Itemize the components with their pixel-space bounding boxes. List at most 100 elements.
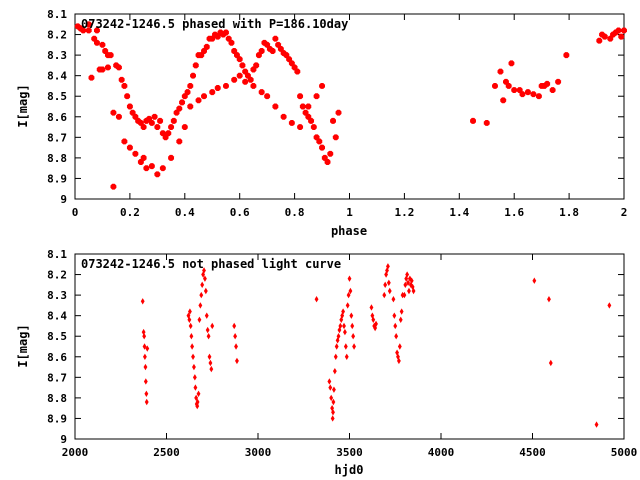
data-point [371, 316, 376, 323]
data-point [405, 271, 410, 278]
data-point [140, 154, 147, 161]
data-point [398, 316, 403, 323]
y-tick-label: 8.1 [47, 248, 67, 261]
x-tick-label: 4000 [428, 446, 455, 459]
data-point [247, 76, 254, 83]
data-point [242, 78, 249, 85]
data-point [524, 89, 531, 96]
x-tick-label: 1 [346, 206, 353, 219]
data-point [204, 312, 209, 319]
x-tick-label: 0.4 [175, 206, 195, 219]
data-point [144, 398, 149, 406]
data-point [601, 33, 608, 40]
y-axis-label: I[mag] [16, 324, 30, 367]
data-point [140, 124, 147, 131]
data-point [192, 374, 197, 381]
y-tick-label: 8.8 [47, 392, 67, 405]
data-point [202, 267, 206, 274]
data-point [181, 124, 188, 131]
data-point [168, 124, 175, 131]
data-point [497, 68, 504, 75]
data-point [383, 281, 388, 289]
data-point [94, 27, 100, 34]
data-point [340, 312, 345, 319]
data-point [483, 119, 490, 126]
data-point [269, 48, 276, 54]
data-point [121, 82, 128, 89]
data-point [148, 119, 155, 126]
data-point [470, 117, 476, 124]
y-axis-label: I[mag] [16, 84, 30, 127]
x-axis-label: phase [331, 224, 367, 238]
phased-light-curve-chart: 0 0.2 0.4 0.6 0.8 1 1.2 1.4 1.6 1.8 2 8.1 8.2 8.3 8.4 8… [16, 8, 627, 238]
data-point [223, 82, 229, 89]
y-tick-label: 8.4 [47, 310, 67, 323]
x-tick-label: 2000 [62, 446, 89, 459]
data-point [107, 52, 114, 59]
data-point [115, 113, 122, 120]
x-tick-label: 0.8 [285, 206, 305, 219]
data-point [272, 103, 279, 110]
data-point [197, 316, 202, 323]
data-point [194, 394, 199, 402]
data-point [264, 93, 271, 100]
x-tick-label: 1.8 [559, 206, 579, 219]
data-point [396, 357, 401, 365]
data-point [352, 343, 356, 350]
data-point [239, 62, 246, 69]
data-point [154, 171, 161, 178]
data-point [184, 89, 191, 96]
y-tick-label: 8.9 [47, 412, 67, 425]
data-point [209, 89, 216, 96]
x-tick-label: 4500 [519, 446, 546, 459]
data-point [148, 163, 155, 170]
data-point [190, 72, 196, 79]
data-point [305, 103, 312, 110]
data-point [188, 308, 192, 315]
data-point [369, 304, 374, 311]
data-point [544, 80, 551, 87]
data-point [349, 312, 354, 319]
x-tick-label: 0.2 [120, 206, 140, 219]
data-point [157, 117, 164, 124]
data-point [324, 159, 331, 165]
data-point [327, 150, 334, 157]
data-point [151, 113, 158, 120]
x-tick-label: 0.6 [230, 206, 250, 219]
data-point [176, 105, 183, 112]
data-point [200, 281, 205, 289]
chart-title: 073242-1246.5 not phased light curve [81, 257, 341, 271]
data-point [233, 333, 238, 340]
data-point [176, 138, 183, 145]
data-point [207, 353, 212, 360]
data-point [549, 87, 556, 94]
data-point [99, 66, 106, 73]
data-point [280, 113, 287, 120]
data-point [170, 117, 177, 124]
data-point [165, 130, 172, 137]
x-tick-label: 3000 [245, 446, 272, 459]
data-point [370, 312, 375, 319]
data-point [310, 124, 317, 131]
data-point [350, 322, 355, 330]
data-point [195, 402, 200, 410]
data-point [411, 287, 416, 295]
data-point [209, 365, 214, 373]
data-point [272, 35, 279, 42]
data-point [403, 281, 408, 289]
y-tick-label: 8.2 [47, 29, 67, 42]
data-point [331, 409, 335, 416]
data-point [607, 302, 612, 309]
data-point [330, 415, 335, 422]
data-point [335, 109, 342, 116]
data-point [190, 343, 195, 350]
data-point [232, 322, 237, 330]
data-point [406, 279, 410, 286]
data-point [511, 87, 518, 94]
data-point [392, 312, 397, 319]
data-point [236, 72, 243, 79]
data-point [346, 291, 351, 299]
data-point [199, 291, 204, 299]
data-point [500, 97, 507, 104]
